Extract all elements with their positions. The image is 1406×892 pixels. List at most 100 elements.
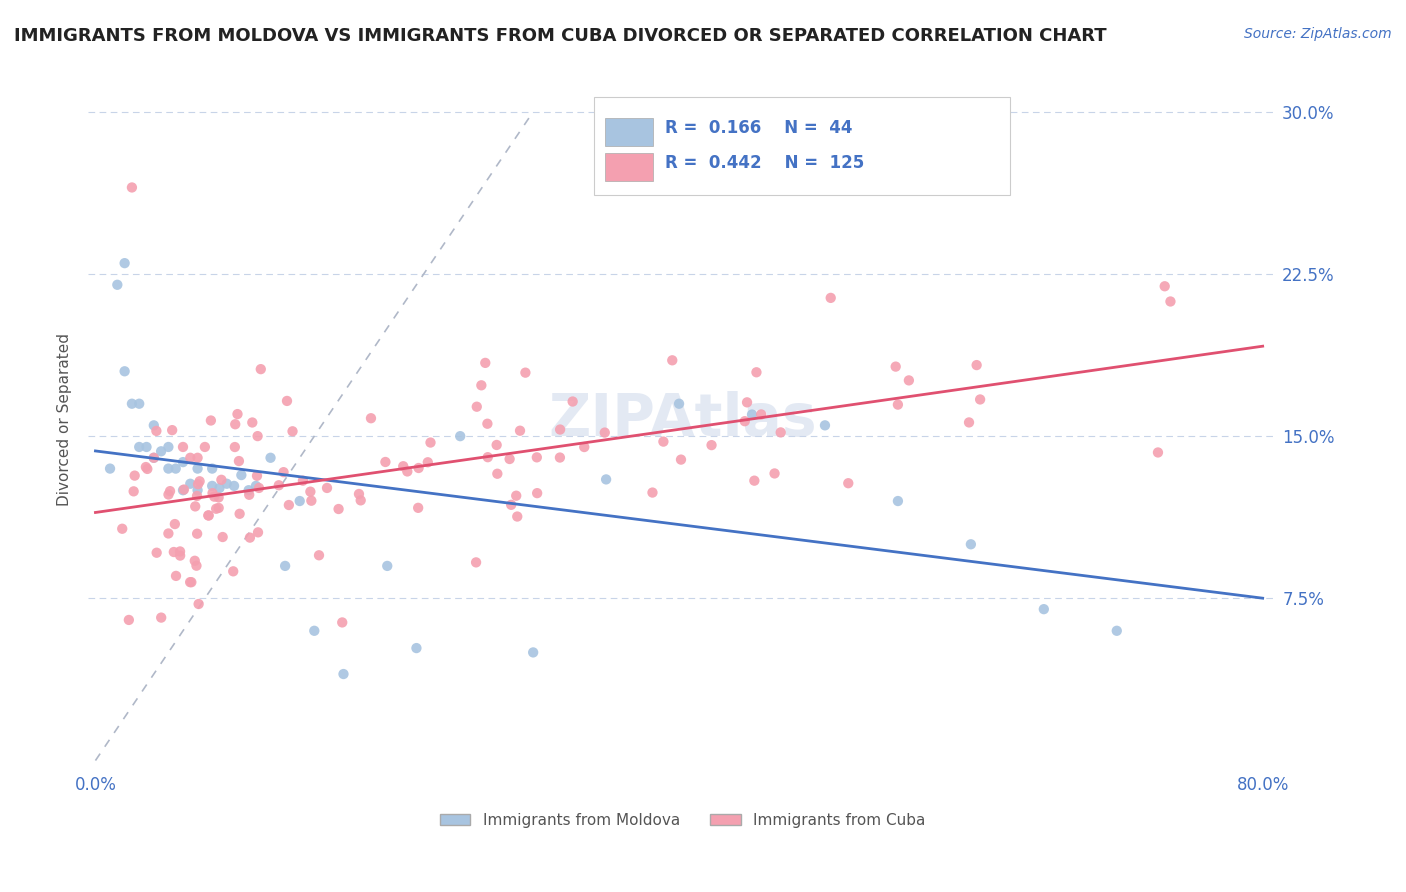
- Point: [135, 460, 157, 475]
- Point: [98, 461, 121, 475]
- Point: [179, 450, 201, 465]
- Point: [209, 473, 232, 487]
- Point: [734, 414, 756, 428]
- Point: [197, 508, 219, 523]
- Text: IMMIGRANTS FROM MOLDOVA VS IMMIGRANTS FROM CUBA DIVORCED OR SEPARATED CORRELATIO: IMMIGRANTS FROM MOLDOVA VS IMMIGRANTS FR…: [14, 27, 1107, 45]
- Point: [184, 500, 207, 514]
- Point: [124, 468, 146, 483]
- Point: [247, 481, 270, 495]
- Point: [187, 483, 209, 498]
- Point: [246, 429, 269, 443]
- Point: [408, 461, 430, 475]
- Point: [1105, 624, 1128, 638]
- Point: [159, 484, 181, 499]
- Point: [735, 395, 758, 409]
- Point: [201, 461, 224, 475]
- Point: [593, 425, 616, 440]
- Point: [405, 641, 427, 656]
- Point: [169, 549, 191, 563]
- Point: [486, 467, 509, 481]
- Point: [187, 477, 209, 491]
- Point: [122, 484, 145, 499]
- Point: [498, 452, 520, 467]
- Point: [172, 483, 194, 498]
- Point: [165, 461, 187, 475]
- Point: [238, 483, 260, 498]
- Point: [228, 507, 250, 521]
- Point: [142, 450, 165, 465]
- Point: [332, 667, 354, 681]
- Y-axis label: Divorced or Separated: Divorced or Separated: [58, 334, 72, 507]
- Point: [165, 569, 187, 583]
- Point: [111, 522, 134, 536]
- Legend: Immigrants from Moldova, Immigrants from Cuba: Immigrants from Moldova, Immigrants from…: [433, 806, 932, 834]
- FancyBboxPatch shape: [606, 118, 652, 145]
- Point: [246, 468, 269, 483]
- Point: [215, 476, 238, 491]
- Point: [887, 398, 910, 412]
- FancyBboxPatch shape: [593, 96, 1010, 195]
- Point: [136, 462, 159, 476]
- Point: [330, 615, 353, 630]
- Point: [561, 394, 583, 409]
- Point: [150, 444, 173, 458]
- Point: [416, 455, 439, 469]
- Point: [247, 525, 270, 540]
- Point: [814, 418, 837, 433]
- Point: [661, 353, 683, 368]
- Point: [228, 454, 250, 468]
- Point: [222, 564, 245, 578]
- Point: [505, 489, 527, 503]
- Point: [157, 461, 180, 475]
- Point: [887, 494, 910, 508]
- Point: [157, 440, 180, 454]
- Point: [142, 418, 165, 433]
- Point: [668, 397, 690, 411]
- Point: [118, 613, 141, 627]
- Point: [966, 358, 988, 372]
- Point: [121, 397, 143, 411]
- Point: [477, 450, 499, 465]
- Point: [163, 517, 186, 532]
- Point: [419, 435, 441, 450]
- Point: [465, 555, 488, 569]
- Point: [957, 416, 980, 430]
- Point: [239, 531, 262, 545]
- Point: [277, 498, 299, 512]
- Point: [820, 291, 842, 305]
- Point: [197, 508, 219, 523]
- Point: [392, 459, 415, 474]
- Point: [208, 500, 231, 515]
- Point: [574, 440, 596, 454]
- Text: Source: ZipAtlas.com: Source: ZipAtlas.com: [1244, 27, 1392, 41]
- Point: [299, 484, 322, 499]
- Point: [172, 440, 194, 454]
- Point: [515, 366, 537, 380]
- Point: [187, 450, 209, 465]
- Point: [187, 597, 209, 611]
- Point: [745, 365, 768, 379]
- Point: [1159, 294, 1181, 309]
- Point: [328, 502, 350, 516]
- Point: [474, 356, 496, 370]
- Point: [273, 465, 295, 479]
- Point: [595, 472, 617, 486]
- Point: [501, 498, 523, 512]
- Point: [374, 455, 396, 469]
- Point: [238, 488, 260, 502]
- Point: [347, 487, 370, 501]
- Point: [249, 362, 271, 376]
- Point: [304, 624, 326, 638]
- Point: [157, 526, 180, 541]
- Point: [485, 438, 508, 452]
- Point: [406, 500, 429, 515]
- Point: [526, 486, 548, 500]
- Point: [526, 450, 548, 465]
- Point: [396, 465, 419, 479]
- Point: [150, 610, 173, 624]
- FancyBboxPatch shape: [606, 153, 652, 181]
- Point: [208, 481, 231, 495]
- Point: [641, 485, 664, 500]
- Point: [145, 424, 167, 438]
- Point: [172, 455, 194, 469]
